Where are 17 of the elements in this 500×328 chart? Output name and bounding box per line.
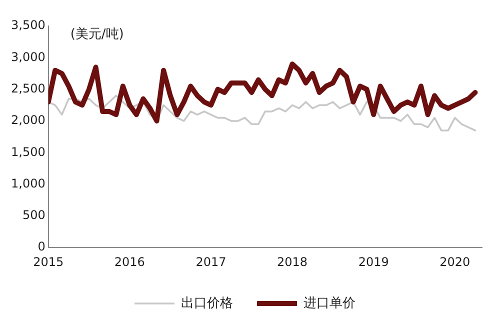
x-tick-label: 2019 xyxy=(358,254,389,269)
y-tick-label: 1,500 xyxy=(10,144,46,159)
x-tick-label: 2018 xyxy=(277,254,308,269)
y-tick-label: 3,000 xyxy=(10,50,46,64)
x-tick-label: 2015 xyxy=(33,254,64,269)
x-tick-label: 2020 xyxy=(440,254,470,269)
y-tick-label: 1,000 xyxy=(10,176,46,190)
y-tick-label: 0 xyxy=(38,240,46,254)
legend-label: 出口价格 xyxy=(181,296,233,311)
legend-label: 进口单价 xyxy=(304,296,356,311)
y-tick-label: 3,500 xyxy=(10,18,46,32)
y-tick-label: 2,500 xyxy=(10,81,46,96)
y-tick-label: 2,000 xyxy=(10,113,46,128)
x-tick-label: 2016 xyxy=(114,254,145,269)
y-tick-label: 500 xyxy=(22,208,46,222)
x-tick-label: 2017 xyxy=(196,254,226,269)
annotation: (美元/吨) xyxy=(70,26,124,42)
